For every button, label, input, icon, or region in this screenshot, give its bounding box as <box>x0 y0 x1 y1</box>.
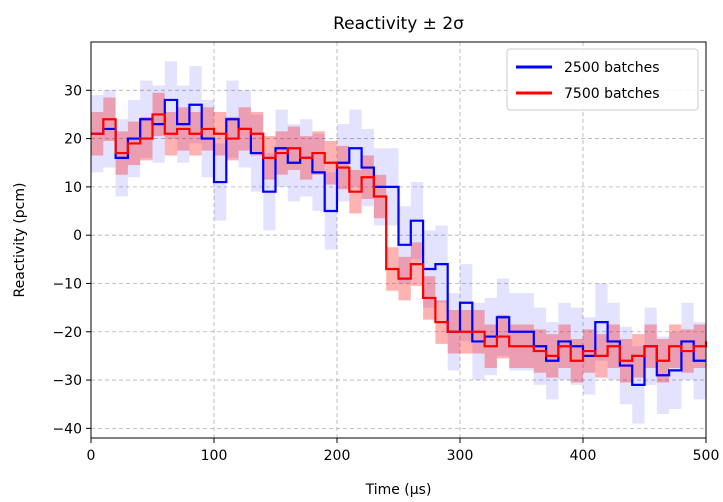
y-tick-label: 30 <box>64 83 82 99</box>
chart-title: Reactivity ± 2σ <box>333 14 464 34</box>
plot-frame <box>90 41 707 439</box>
x-tick-label: 100 <box>201 448 228 464</box>
line-layer <box>91 98 708 386</box>
y-tick-label: 0 <box>73 228 82 244</box>
x-tick-label: 500 <box>693 448 720 464</box>
x-tick-label: 300 <box>447 448 474 464</box>
legend-label-7500-batches: 7500 batches <box>564 86 660 102</box>
x-axis-label: Time (μs) <box>365 482 432 498</box>
x-tick-label: 0 <box>87 448 96 464</box>
y-tick-label: −20 <box>52 325 82 341</box>
line-7500-batches <box>91 113 708 362</box>
y-tick-label: −10 <box>52 276 82 292</box>
y-tick-label: 10 <box>64 180 82 196</box>
line-2500-batches <box>91 98 706 386</box>
y-tick-label: −40 <box>52 421 82 437</box>
tick-layer: 0 100 200 300 400 500 −40 −30 −20 −10 0 10 20 30 <box>52 83 719 464</box>
y-axis-label: Reactivity (pcm) <box>12 183 28 298</box>
legend-label-2500-batches: 2500 batches <box>564 60 660 76</box>
x-tick-label: 400 <box>570 448 597 464</box>
y-tick-label: −30 <box>52 373 82 389</box>
x-tick-label: 200 <box>324 448 351 464</box>
legend-frame <box>506 48 699 111</box>
legend: 2500 batches 7500 batches <box>506 48 699 111</box>
y-tick-label: 20 <box>64 132 82 148</box>
